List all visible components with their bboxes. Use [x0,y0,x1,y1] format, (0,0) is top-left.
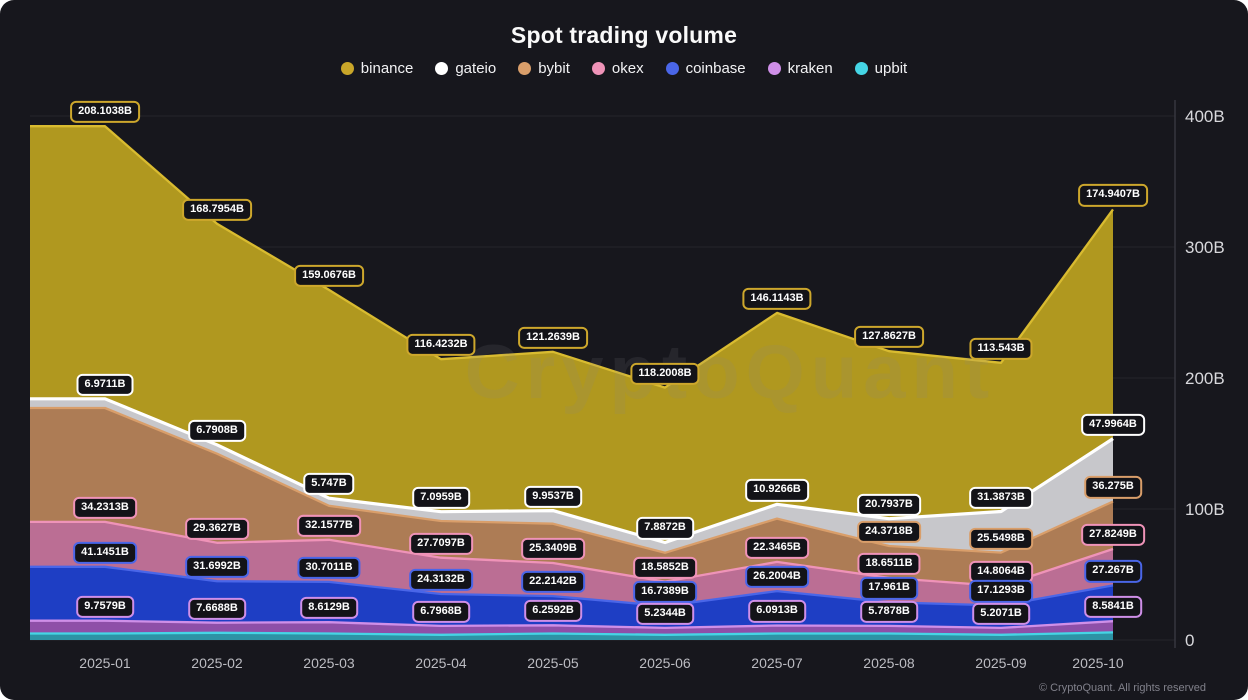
x-tick-2025-06: 2025-06 [639,655,691,671]
x-tick-2025-08: 2025-08 [863,655,915,671]
legend-label: gateio [455,60,497,77]
x-tick-2025-10: 2025-10 [1072,655,1124,671]
edge-line-gateio [30,397,1114,545]
upbit-legend-dot-icon [854,62,868,75]
x-tick-2025-07: 2025-07 [751,655,803,671]
area-kraken [30,620,1113,635]
legend-item-coinbase[interactable]: coinbase [665,60,746,77]
legend-item-kraken[interactable]: kraken [767,60,833,77]
edge-line-bybit [30,406,1114,554]
legend-label: kraken [787,60,833,77]
x-tick-2025-01: 2025-01 [79,655,131,671]
binance-legend-dot-icon [340,62,354,75]
y-tick-200B: 200B [1185,369,1225,388]
gateio-legend-dot-icon [435,62,449,75]
legend-label: binance [360,60,414,77]
x-tick-2025-05: 2025-05 [527,655,579,671]
edge-line-kraken [30,619,1114,630]
y-tick-100B: 100B [1185,500,1225,519]
chart-title: Spot trading volume [510,22,738,48]
kraken-legend-dot-icon [767,62,781,75]
y-tick-400B: 400B [1185,107,1225,126]
legend-item-okex[interactable]: okex [591,60,644,77]
legend-item-bybit[interactable]: bybit [518,60,570,77]
edge-line-coinbase [30,565,1114,608]
edge-line-okex [30,520,1114,588]
okex-legend-dot-icon [591,62,605,75]
axis-layer: 400B 300B 200B 100B 0 2025-01 2025-02 2025-03 20… [79,100,1225,671]
legend-label: upbit [874,60,908,77]
x-tick-2025-02: 2025-02 [191,655,243,671]
bybit-legend-dot-icon [518,62,532,75]
copyright-footer: © CryptoQuant. All rights reserved [1038,682,1206,694]
legend-label: okex [611,60,644,77]
legend-item-binance[interactable]: binance [340,60,414,77]
legend: binance gateio bybit okex coinbase kraken upbi… [0,60,1248,77]
area-bybit [30,408,1113,587]
legend-item-gateio[interactable]: gateio [435,60,496,77]
area-okex [30,521,1113,606]
coinbase-legend-dot-icon [665,62,679,75]
x-tick-2025-09: 2025-09 [975,655,1027,671]
x-tick-2025-04: 2025-04 [415,655,467,671]
watermark: CryptoQuant [465,330,995,415]
legend-label: bybit [538,60,570,77]
y-tick-0: 0 [1185,631,1194,650]
edge-line-upbit [30,631,1114,636]
legend-item-upbit[interactable]: upbit [854,60,908,77]
area-binance [30,126,1113,543]
x-tick-2025-03: 2025-03 [303,655,355,671]
y-tick-300B: 300B [1185,238,1225,257]
edge-line-binance [30,125,1114,389]
legend-label: coinbase [685,60,746,77]
